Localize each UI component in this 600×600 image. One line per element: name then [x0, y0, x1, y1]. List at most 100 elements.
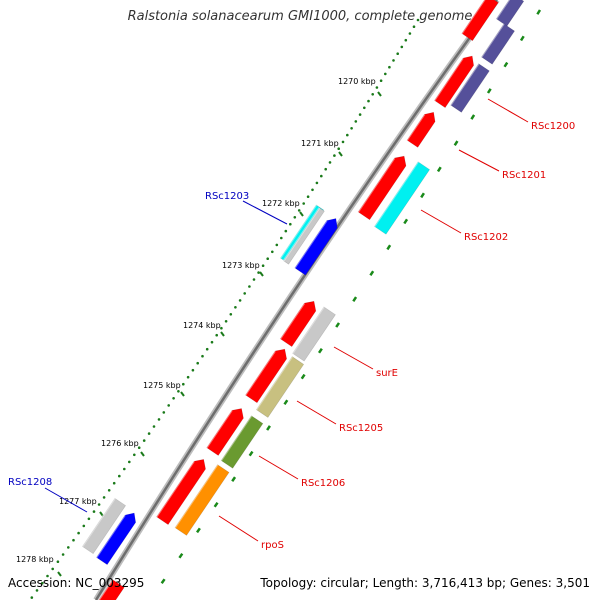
scale-dot [243, 292, 246, 295]
scale-dot [271, 250, 274, 254]
tick-label: 1270 kbp [338, 77, 376, 86]
scale-dot [46, 574, 49, 578]
scale-dot [97, 503, 101, 506]
scale-dot [337, 147, 341, 150]
callout-line [487, 98, 529, 123]
scale-dot [234, 306, 237, 309]
scale-dot [396, 52, 400, 55]
gene-feature [373, 161, 431, 235]
gene-shape [481, 23, 515, 65]
gene-shape [95, 512, 137, 566]
tick-mark [220, 331, 225, 337]
callout-line [44, 487, 88, 513]
scale-dot [416, 18, 420, 22]
tick-mark [140, 451, 145, 457]
gene-shape [373, 161, 431, 235]
scale-dot [182, 382, 185, 386]
gene-shape [81, 497, 127, 555]
genome-backbone-line [94, 0, 499, 600]
gene-feature [174, 464, 230, 536]
scale-dot [41, 581, 44, 585]
gene-feature [291, 306, 336, 362]
gene-highlight [279, 204, 317, 259]
callout-line [333, 346, 374, 370]
scale-dot [107, 489, 111, 492]
tick-mark [99, 511, 104, 517]
scale-dot [35, 589, 39, 592]
genome-summary-text: Topology: circular; Length: 3,716,413 bp… [260, 576, 590, 590]
scale-dot [404, 38, 408, 42]
gene-highlight [282, 207, 321, 262]
tick-marks: 1270 kbp 1271 kbp 1272 kbp 1273 kbp 1274 kbp… [16, 77, 382, 577]
gene-feature [449, 63, 490, 113]
scale-dot [191, 368, 195, 372]
scale-dot [350, 127, 353, 130]
scale-dot [186, 375, 190, 379]
callout-line [296, 400, 337, 425]
scale-dot [147, 432, 151, 435]
gene-highlight [174, 464, 219, 529]
scale-dot [392, 59, 395, 62]
scale-dot [289, 222, 292, 226]
scale-dot [384, 72, 387, 76]
scale-dot [261, 264, 265, 268]
gene-feature [279, 300, 317, 348]
gene-label: RSc1201 [502, 170, 546, 181]
scale-dot [412, 25, 416, 29]
tick-mark [180, 391, 185, 397]
scale-dot [201, 354, 204, 358]
scale-dot [137, 446, 141, 450]
gene-label: RSc1202 [464, 232, 508, 243]
scale-dot [172, 397, 175, 400]
tick-mark [338, 151, 343, 157]
scale-dot [388, 65, 391, 69]
gene-shape [294, 218, 338, 276]
gene-highlight [480, 23, 505, 58]
gene-highlight [255, 355, 293, 411]
gene-shape [95, 579, 125, 600]
gene-feature [357, 155, 407, 221]
gene-feature [205, 408, 244, 456]
scale-dot [82, 524, 86, 528]
scale-dots [30, 18, 420, 599]
scale-dot [328, 161, 332, 164]
scale-dot [167, 404, 170, 407]
tick-label: 1271 kbp [301, 139, 339, 148]
scale-dot [320, 174, 323, 178]
scale-dot [375, 86, 379, 89]
scale-dot [162, 411, 166, 414]
scale-dot [275, 243, 279, 247]
tick-label: 1278 kbp [16, 555, 54, 564]
genome-backbone [93, 0, 500, 600]
tick-mark [299, 211, 304, 217]
tick-label: 1272 kbp [262, 199, 300, 208]
scale-dot [229, 313, 233, 316]
tick-mark [377, 91, 382, 97]
gene-highlight [244, 350, 276, 396]
scale-dot [215, 333, 218, 337]
gene-label: RSc1203 [205, 191, 249, 202]
scale-dot [238, 299, 242, 302]
gene-highlight [95, 514, 126, 558]
scale-dot [341, 140, 345, 144]
scale-dot [112, 481, 116, 485]
gene-shape [255, 356, 305, 418]
scale-dot [30, 596, 34, 599]
callout-line [458, 149, 500, 172]
scale-dot [266, 257, 270, 261]
gene-highlight [220, 415, 253, 462]
scale-dot [220, 326, 223, 330]
gene-highlight [81, 497, 116, 547]
gene-shape [156, 458, 206, 526]
gene-feature [95, 512, 137, 566]
accession-text: Accession: NC_003295 [8, 576, 145, 590]
gene-highlight [155, 460, 195, 518]
scale-dot [142, 439, 146, 442]
scale-dot [400, 45, 404, 49]
scale-dot [306, 195, 310, 198]
scale-dot [297, 209, 301, 212]
scale-dot [302, 202, 306, 205]
scale-dot [123, 467, 126, 471]
gene-highlight [94, 579, 114, 600]
gene-label: RSc1208 [8, 477, 52, 488]
